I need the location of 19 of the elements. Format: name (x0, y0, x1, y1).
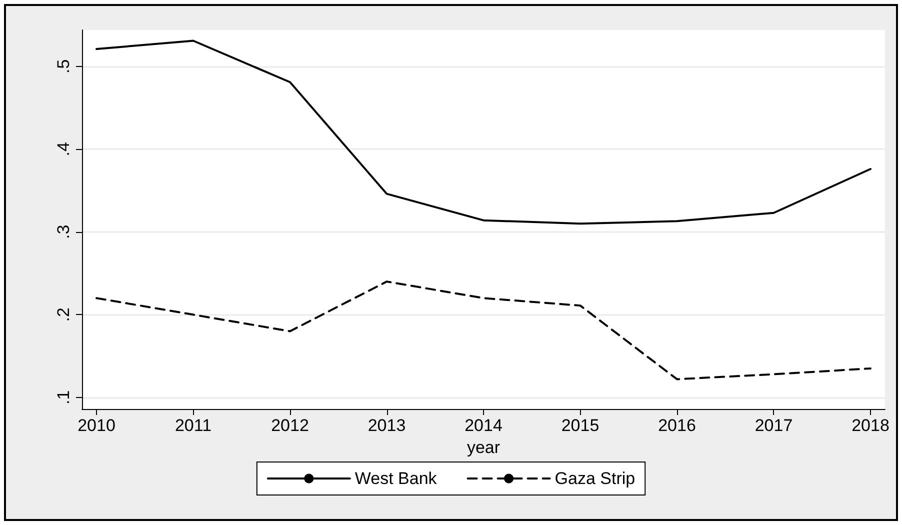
x-tick-label: 2011 (174, 416, 212, 435)
y-tick-label: .2 (54, 308, 73, 322)
x-tick-label: 2012 (271, 416, 309, 435)
legend-label: Gaza Strip (554, 469, 636, 488)
line-series (96, 40, 872, 225)
x-tick-label: 2018 (852, 416, 890, 435)
legend-label: West Bank (354, 469, 438, 488)
x-tick-label: 2016 (658, 416, 696, 435)
x-tick-label: 2015 (561, 416, 600, 435)
y-tick-label: .3 (54, 224, 73, 240)
x-tick-label: 2014 (464, 416, 502, 435)
x-tick-label: 2017 (754, 416, 793, 435)
x-axis-title: year (466, 438, 500, 457)
x-tick-label: 2013 (368, 416, 406, 435)
y-tick-label: .4 (54, 142, 73, 156)
y-tick-label: .1 (54, 390, 73, 405)
line-series (96, 280, 872, 380)
x-tick-label: 2010 (78, 416, 116, 435)
y-tick-label: .5 (54, 59, 73, 74)
